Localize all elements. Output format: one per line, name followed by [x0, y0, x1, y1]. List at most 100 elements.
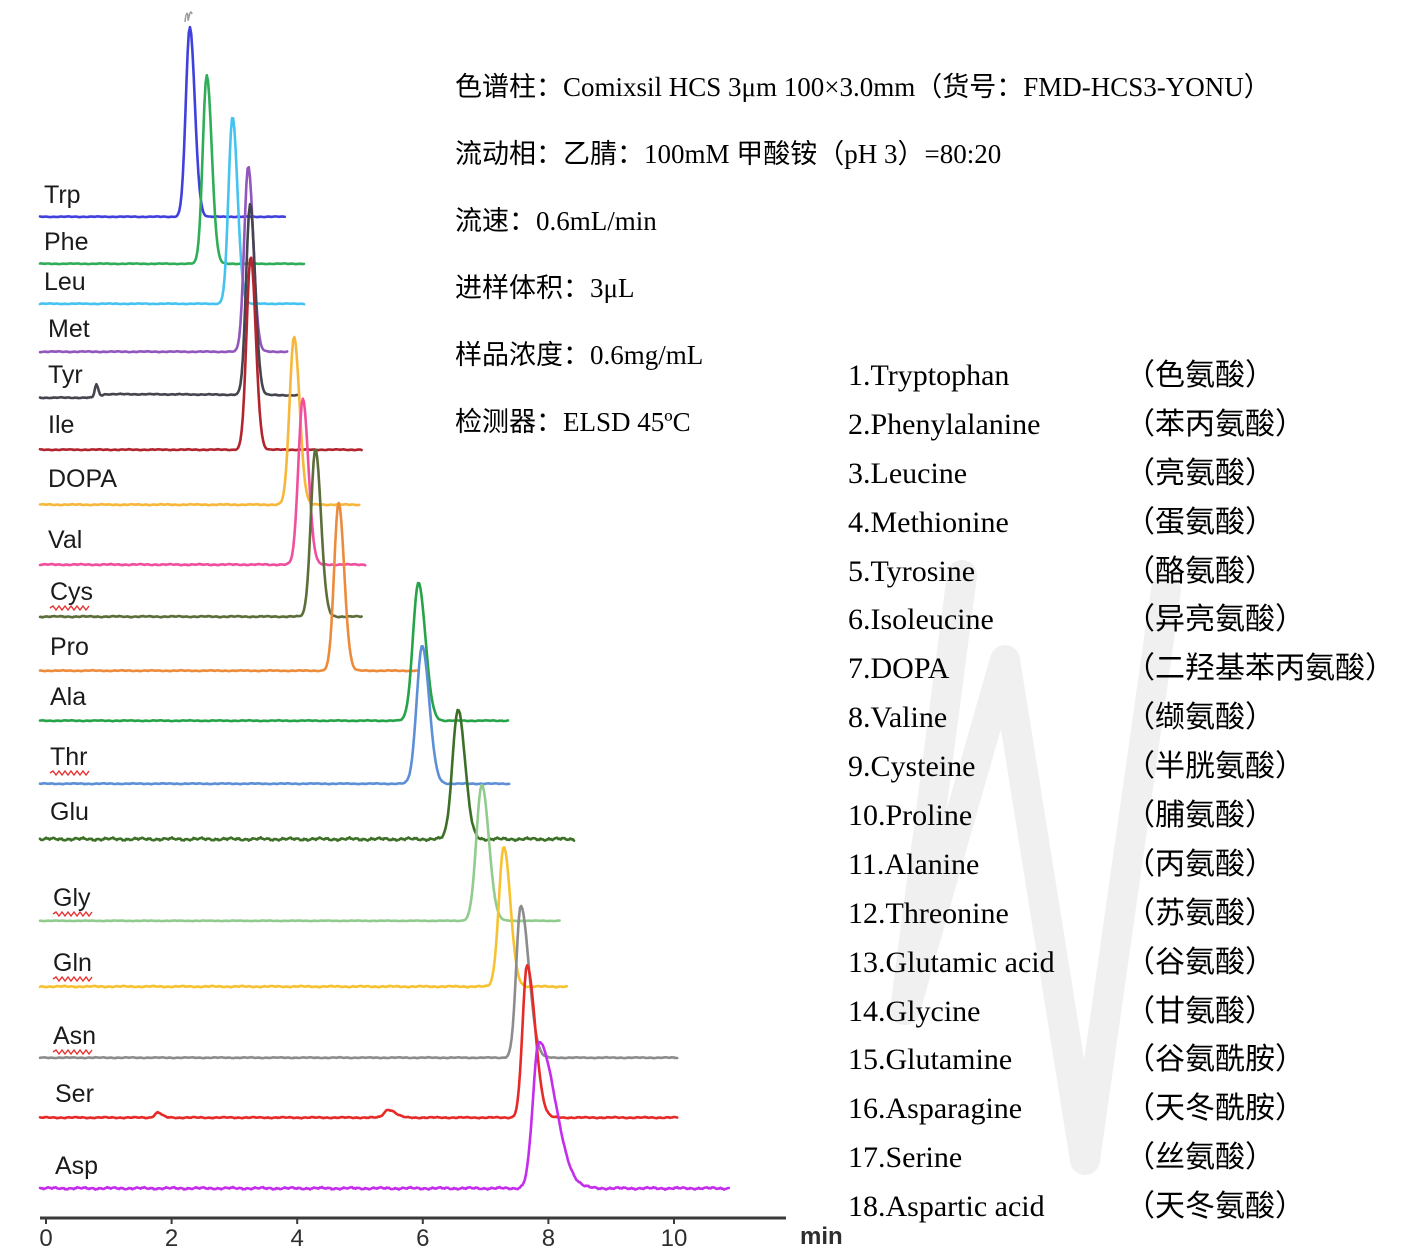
trace-pro: [38, 501, 419, 673]
trace-label-thr: Thr: [50, 743, 88, 771]
legend-name-cn: （丙氨酸）: [1125, 847, 1275, 881]
legend-row-14: 14.Glycine （甘氨酸）: [848, 988, 1395, 1037]
trace-cys: [38, 448, 363, 619]
trace-label-asn: Asn: [53, 1022, 96, 1050]
legend-name-cn: （天冬氨酸）: [1125, 1190, 1305, 1224]
legend-row-6: 6.Isoleucine （异亮氨酸）: [848, 596, 1395, 645]
trace-label-met: Met: [48, 315, 90, 343]
trace-ala: [38, 581, 510, 723]
watermark: [890, 560, 1181, 1175]
legend-name-en: 5.Tyrosine: [848, 554, 976, 588]
legend-name-en: 7.DOPA: [848, 652, 950, 686]
legend-row-1: 1.Tryptophan （色氨酸）: [848, 352, 1395, 401]
trace-ile: [38, 256, 363, 452]
spellcheck-squiggle-gln: [52, 975, 93, 983]
legend-name-en: 18.Aspartic acid: [848, 1190, 1045, 1224]
trace-label-ile: Ile: [48, 411, 74, 439]
trace-ser: [38, 964, 679, 1120]
artifact-mark: [184, 11, 193, 23]
trace-label-gln: Gln: [53, 949, 92, 977]
trace-gln: [38, 846, 569, 989]
legend-row-10: 10.Proline （脯氨酸）: [848, 792, 1395, 841]
trace-tyr: [38, 202, 301, 400]
trace-label-pro: Pro: [50, 633, 89, 661]
legend-name-en: 9.Cysteine: [848, 750, 976, 784]
legend-name-en: 11.Alanine: [848, 847, 980, 881]
legend-row-16: 16.Asparagine （天冬酰胺）: [848, 1085, 1395, 1134]
legend-name-cn: （苏氨酸）: [1125, 896, 1275, 930]
trace-label-cys: Cys: [50, 578, 93, 606]
legend-name-cn: （天冬酰胺）: [1125, 1092, 1305, 1126]
trace-thr: [38, 645, 511, 786]
legend-name-en: 15.Glutamine: [848, 1043, 1013, 1077]
condition-line-6: 检测器：ELSD 45ºC: [455, 407, 691, 437]
legend-row-12: 12.Threonine （苏氨酸）: [848, 890, 1395, 939]
trace-label-asp: Asp: [55, 1152, 98, 1180]
legend-row-7: 7.DOPA （二羟基苯丙氨酸）: [848, 645, 1395, 694]
x-axis-unit-label: min: [800, 1223, 843, 1250]
trace-label-leu: Leu: [44, 268, 86, 296]
legend-name-en: 13.Glutamic acid: [848, 945, 1055, 979]
x-tick-label-8: 8: [542, 1225, 555, 1252]
legend-row-8: 8.Valine （缬氨酸）: [848, 694, 1395, 743]
legend-row-15: 15.Glutamine （谷氨酰胺）: [848, 1036, 1395, 1085]
trace-label-trp: Trp: [44, 181, 81, 209]
x-tick-label-6: 6: [416, 1225, 429, 1252]
trace-labels: Trp Phe Leu Met Tyr Ile DOPA Val Cys Pro Ala Thr Glu…: [44, 181, 117, 1180]
trace-label-dopa: DOPA: [48, 465, 117, 493]
peak-legend: 1.Tryptophan （色氨酸） 2.Phenylalanine （苯丙氨酸） 3.…: [848, 352, 1395, 1232]
x-tick-label-4: 4: [291, 1225, 304, 1252]
condition-line-3: 流速：0.6mL/min: [455, 206, 657, 236]
chromatogram-traces: [38, 25, 731, 1191]
legend-name-cn: （谷氨酸）: [1125, 945, 1275, 979]
legend-name-cn: （色氨酸）: [1125, 359, 1275, 392]
trace-glu: [38, 708, 576, 843]
trace-asp: [38, 1040, 731, 1191]
legend-name-cn: （苯丙氨酸）: [1125, 407, 1305, 441]
legend-row-17: 17.Serine （丝氨酸）: [848, 1134, 1395, 1183]
analysis-conditions: 色谱柱：Comixsil HCS 3μm 100×3.0mm（货号：FMD-HC…: [455, 54, 1271, 456]
legend-name-cn: （谷氨酰胺）: [1125, 1043, 1305, 1077]
watermark-stroke: [890, 560, 1181, 1175]
x-axis: 0 2 4 6 8 10 min: [39, 1216, 843, 1252]
trace-label-ser: Ser: [55, 1080, 94, 1108]
condition-line-4: 进样体积：3μL: [455, 273, 635, 303]
trace-phe: [38, 73, 306, 266]
legend-name-cn: （甘氨酸）: [1125, 994, 1275, 1028]
legend-row-13: 13.Glutamic acid （谷氨酸）: [848, 939, 1395, 988]
legend-name-cn: （蛋氨酸）: [1125, 505, 1275, 539]
trace-label-glu: Glu: [50, 798, 89, 826]
legend-row-2: 2.Phenylalanine （苯丙氨酸）: [848, 401, 1395, 450]
legend-name-en: 2.Phenylalanine: [848, 407, 1041, 441]
spellcheck-squiggle-asn: [52, 1048, 93, 1056]
legend-name-cn: （缬氨酸）: [1125, 701, 1275, 735]
spellcheck-squiggle-gly: [52, 910, 93, 918]
trace-dopa: [38, 335, 361, 507]
legend-name-en: 17.Serine: [848, 1141, 963, 1175]
trace-label-val: Val: [48, 526, 82, 554]
legend-name-en: 14.Glycine: [848, 994, 981, 1028]
legend-name-en: 10.Proline: [848, 799, 973, 833]
x-tick-label-2: 2: [165, 1225, 178, 1252]
trace-label-ala: Ala: [50, 683, 86, 711]
legend-name-cn: （二羟基苯丙氨酸）: [1125, 652, 1395, 686]
legend-row-18: 18.Aspartic acid （天冬氨酸）: [848, 1183, 1395, 1232]
x-tick-label-0: 0: [39, 1225, 52, 1252]
legend-name-cn: （丝氨酸）: [1125, 1141, 1275, 1175]
trace-leu: [38, 116, 306, 306]
trace-label-phe: Phe: [44, 228, 88, 256]
condition-line-2: 流动相：乙腈：100mM 甲酸铵（pH 3）=80:20: [455, 139, 1002, 169]
legend-row-5: 5.Tyrosine （酪氨酸）: [848, 548, 1395, 597]
trace-label-gly: Gly: [53, 884, 91, 912]
legend-name-cn: （酪氨酸）: [1125, 554, 1275, 588]
legend-name-cn: （半胱氨酸）: [1125, 750, 1305, 784]
legend-name-en: 3.Leucine: [848, 456, 968, 490]
legend-name-en: 8.Valine: [848, 701, 948, 735]
trace-gly: [38, 783, 561, 923]
legend-row-4: 4.Methionine （蛋氨酸）: [848, 499, 1395, 548]
trace-met: [38, 165, 289, 354]
legend-name-en: 6.Isoleucine: [848, 603, 994, 637]
legend-name-en: 4.Methionine: [848, 505, 1009, 539]
